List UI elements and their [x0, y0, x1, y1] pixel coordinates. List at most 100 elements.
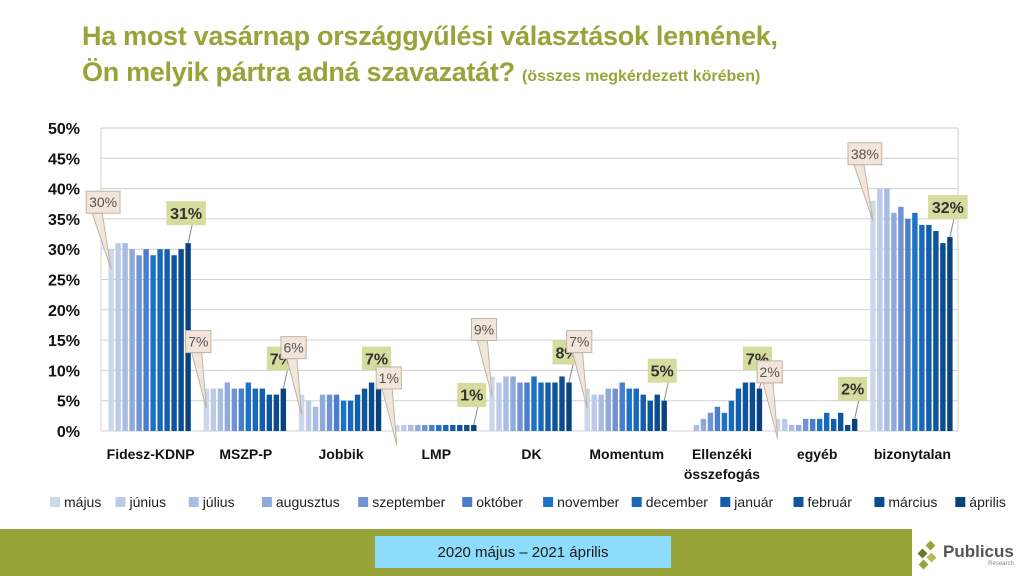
x-axis-labels: Fidesz-KDNP MSZP-P Jobbik LMP DK Momentum Elle… [107, 446, 951, 482]
publicus-logo: Publicus Research [914, 535, 1024, 575]
bar-április [851, 418, 858, 431]
logo-name: Publicus [943, 541, 1014, 561]
legend-item: március [874, 494, 937, 510]
bar-március [464, 424, 470, 431]
bar-január [830, 418, 837, 431]
bar-június [210, 388, 217, 431]
logo-diamonds-icon [917, 540, 937, 570]
bar-június [401, 424, 407, 431]
bar-február [457, 424, 463, 431]
bar-március [368, 382, 375, 431]
bar-október [714, 406, 721, 431]
data-label-last: 1% [457, 382, 487, 426]
bar-június [115, 243, 121, 431]
callout-pointer [191, 352, 207, 409]
callout-leader [568, 364, 574, 383]
bar-szeptember [612, 388, 618, 431]
legend-swatch [631, 497, 642, 507]
bar-május [394, 424, 400, 431]
bar-július [598, 394, 604, 431]
bar-október [143, 249, 149, 431]
legend-label: augusztus [276, 494, 340, 510]
bar-november [912, 212, 918, 431]
x-tick-label: Fidesz-KDNP [107, 446, 195, 462]
bar-augusztus [795, 424, 802, 431]
callout-text: 9% [474, 322, 494, 338]
bar-február [552, 382, 558, 431]
x-tick-label: Ellenzéki [692, 446, 752, 462]
bar-október [238, 388, 245, 431]
y-tick-label: 40% [48, 182, 80, 199]
bar-szeptember [136, 255, 142, 431]
legend-item: december [631, 494, 709, 510]
bar-november [531, 376, 537, 431]
callout-box [647, 358, 677, 383]
bar-április [566, 382, 572, 431]
x-tick-label: bizonytalan [874, 446, 951, 462]
legend-item: április [955, 494, 1006, 510]
bar-március [559, 376, 565, 431]
bar-október [429, 424, 435, 431]
x-tick-label: DK [521, 446, 541, 462]
y-tick-label: 25% [48, 273, 80, 290]
bar-április [947, 237, 953, 431]
legend-swatch [50, 497, 60, 507]
bar-október [333, 394, 340, 431]
callout-leader [949, 218, 955, 238]
legend-item: november [543, 494, 620, 510]
bar-július [312, 406, 319, 431]
data-label-last: 5% [647, 358, 677, 401]
legend-label: április [969, 494, 1006, 510]
bar-december [823, 412, 830, 431]
legend-label: június [129, 494, 167, 510]
bar-május [774, 418, 781, 431]
legend-swatch [188, 497, 199, 507]
legend-swatch [720, 497, 731, 507]
bar-április [280, 388, 287, 431]
legend-label: szeptember [372, 494, 445, 510]
bar-március [273, 394, 280, 431]
bar-december [919, 224, 925, 431]
data-label-first: 6% [280, 336, 307, 415]
bar-augusztus [700, 418, 707, 431]
bar-április [661, 400, 667, 431]
legend-swatch [543, 497, 554, 507]
bar-december [157, 249, 163, 431]
callout-text: 5% [651, 363, 674, 380]
bar-augusztus [891, 212, 897, 431]
callout-text: 6% [283, 340, 303, 356]
bar-május [203, 388, 210, 431]
y-tick-label: 0% [57, 424, 80, 441]
legend-item: október [462, 494, 523, 510]
legend-label: július [202, 494, 235, 510]
legend-item: június [115, 494, 167, 510]
bar-május [108, 249, 114, 431]
bar-február [742, 382, 749, 431]
bar-március [654, 394, 660, 431]
legend-label: december [646, 494, 709, 510]
legend-swatch [793, 497, 804, 507]
legend-label: május [64, 494, 101, 510]
data-label-last: 2% [838, 376, 868, 419]
callout-pointer [853, 164, 874, 221]
title-line-1: Ha most vasárnap országgyűlési választás… [82, 21, 778, 51]
legend-item: február [793, 494, 852, 510]
callout-box [166, 201, 206, 226]
data-label-first: 7% [566, 330, 593, 409]
callout-text: 1% [460, 388, 483, 405]
bar-január [164, 249, 170, 431]
callout-text: 2% [841, 382, 864, 399]
bar-október [809, 418, 816, 431]
callout-box [566, 330, 593, 354]
bar-június [496, 382, 502, 431]
bar-szeptember [231, 388, 238, 431]
bar-április [375, 388, 382, 431]
bar-február [361, 388, 368, 431]
bar-január [926, 224, 932, 431]
callout-text: 7% [569, 334, 589, 350]
logo-subtitle: Research [988, 560, 1014, 567]
callout-text: 32% [932, 200, 964, 217]
bar-április [471, 424, 477, 431]
legend: május június július augusztus szeptember októ… [50, 494, 1006, 510]
data-label-first: 30% [85, 190, 121, 270]
